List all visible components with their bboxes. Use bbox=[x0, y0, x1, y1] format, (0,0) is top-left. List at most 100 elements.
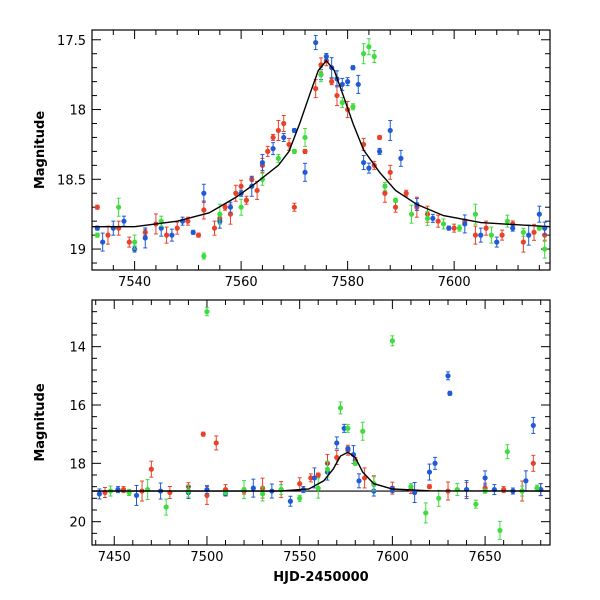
data-point bbox=[334, 440, 340, 446]
data-point bbox=[436, 495, 442, 501]
data-point bbox=[447, 390, 453, 396]
data-point bbox=[275, 127, 281, 134]
data-point bbox=[311, 475, 318, 481]
data-point bbox=[204, 492, 210, 499]
data-point bbox=[238, 204, 244, 210]
data-point bbox=[142, 235, 148, 241]
data-point bbox=[382, 183, 388, 189]
data-point bbox=[105, 232, 111, 238]
data-point bbox=[520, 229, 526, 235]
x-tick-label: 7600 bbox=[376, 550, 409, 565]
data-point bbox=[174, 225, 180, 231]
data-point bbox=[96, 491, 103, 497]
data-point bbox=[345, 425, 351, 431]
data-point bbox=[313, 39, 319, 46]
data-point bbox=[432, 460, 438, 466]
data-point bbox=[201, 190, 207, 196]
data-point bbox=[408, 211, 415, 217]
data-point bbox=[334, 92, 340, 99]
data-point bbox=[238, 183, 244, 189]
data-point bbox=[542, 246, 548, 252]
data-point bbox=[494, 239, 500, 245]
data-point bbox=[350, 104, 356, 110]
data-point bbox=[195, 232, 202, 238]
data-point bbox=[499, 232, 505, 238]
data-point bbox=[376, 134, 383, 141]
data-point bbox=[445, 373, 451, 379]
data-point bbox=[339, 99, 345, 106]
data-point bbox=[313, 86, 319, 92]
data-point bbox=[356, 478, 362, 484]
data-point bbox=[323, 53, 329, 60]
series-green bbox=[107, 307, 540, 540]
data-point bbox=[352, 460, 358, 466]
data-point bbox=[291, 127, 297, 134]
model-curve bbox=[92, 59, 550, 228]
data-point bbox=[389, 338, 395, 344]
model-curve bbox=[92, 451, 550, 492]
data-point bbox=[426, 469, 433, 475]
data-point bbox=[426, 484, 433, 490]
y-axis-label: Magnitude bbox=[33, 111, 48, 190]
y-axis-label: Magnitude bbox=[33, 383, 48, 462]
chart-panel-2: 7450 7500 7550 7600 7650 14 16 18 20 Magnitude HJD… bbox=[33, 299, 551, 585]
x-tick-label: 7540 bbox=[118, 275, 151, 290]
data-point bbox=[504, 449, 510, 455]
x-tick-label: 7650 bbox=[469, 550, 502, 565]
data-point bbox=[530, 422, 536, 429]
data-point bbox=[398, 155, 404, 161]
data-point bbox=[286, 141, 292, 148]
chart-panel-1: 7540 7560 7580 7600 17.5 18 18.5 19 Magnitude bbox=[33, 29, 551, 290]
data-point bbox=[190, 229, 196, 235]
data-point bbox=[408, 484, 414, 490]
data-point bbox=[366, 165, 372, 171]
data-point bbox=[472, 211, 479, 217]
data-point bbox=[259, 159, 266, 166]
data-point bbox=[222, 204, 228, 210]
data-point bbox=[281, 120, 287, 127]
data-point bbox=[523, 478, 529, 484]
data-point bbox=[371, 53, 377, 60]
data-point bbox=[510, 225, 516, 231]
data-point bbox=[382, 190, 388, 196]
data-point bbox=[350, 65, 356, 71]
y-tick-label: 18.5 bbox=[57, 173, 86, 188]
y-tick-label: 20 bbox=[69, 516, 86, 531]
data-point bbox=[297, 481, 303, 487]
data-point bbox=[435, 218, 441, 224]
data-point bbox=[440, 221, 447, 227]
data-point bbox=[361, 475, 368, 481]
data-point bbox=[200, 431, 206, 437]
data-point bbox=[227, 211, 234, 217]
data-point bbox=[329, 79, 335, 85]
data-point bbox=[520, 239, 526, 245]
data-point bbox=[291, 148, 297, 154]
data-point bbox=[281, 134, 287, 141]
data-point bbox=[361, 159, 367, 166]
data-point bbox=[302, 134, 308, 141]
x-tick-label: 7600 bbox=[438, 275, 471, 290]
data-point bbox=[345, 79, 351, 85]
plot-area bbox=[92, 307, 550, 540]
data-point bbox=[472, 232, 479, 238]
data-point bbox=[530, 460, 536, 466]
plot-frame bbox=[91, 29, 551, 271]
data-point bbox=[270, 146, 276, 152]
data-point bbox=[482, 475, 488, 481]
data-point bbox=[473, 501, 479, 507]
data-point bbox=[412, 489, 418, 496]
plot-frame bbox=[91, 299, 551, 546]
data-point bbox=[536, 211, 542, 217]
x-axis-label: HJD-2450000 bbox=[273, 570, 368, 585]
series-red bbox=[102, 431, 544, 505]
data-point bbox=[392, 204, 399, 210]
data-point bbox=[302, 169, 308, 175]
y-tick-label: 18 bbox=[69, 457, 86, 472]
data-point bbox=[534, 485, 540, 491]
data-point bbox=[227, 204, 234, 210]
data-point bbox=[121, 218, 127, 224]
data-point bbox=[259, 176, 266, 182]
data-point bbox=[233, 190, 239, 196]
data-point bbox=[355, 81, 361, 88]
